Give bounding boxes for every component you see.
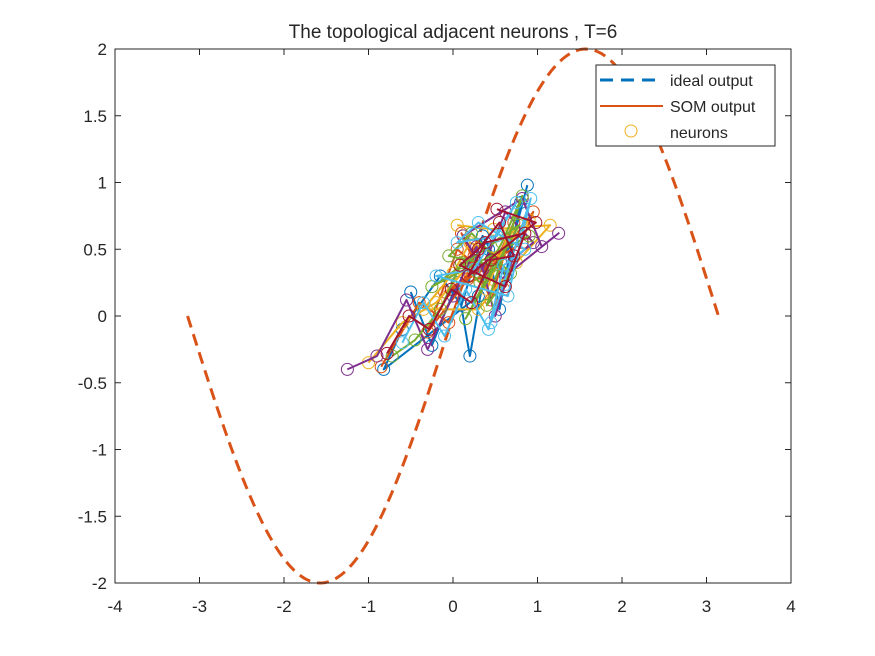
neuron-marker-5-0: [395, 336, 409, 350]
neuron-marker-5-15: [484, 316, 498, 330]
y-tick-label-8: 2: [98, 40, 107, 59]
neuron-marker-3-2: [400, 293, 414, 307]
y-tick-label-2: -1: [92, 441, 107, 460]
neuron-marker-3-0: [340, 362, 354, 376]
som-series-6: [380, 202, 543, 360]
neuron-marker-6-2: [422, 322, 436, 336]
neuron-marker-4-8: [503, 266, 517, 280]
som-series-layer: [340, 178, 566, 376]
neuron-marker-6-0: [380, 346, 394, 360]
x-tick-label-1: -3: [192, 597, 207, 616]
y-tick-label-0: -2: [92, 574, 107, 593]
neuron-marker-5-5: [497, 258, 511, 272]
neuron-marker-4-7: [480, 298, 494, 312]
neuron-marker-6-12: [478, 236, 492, 250]
x-tick-label-0: -4: [107, 597, 122, 616]
som-output-line-6: [386, 208, 537, 354]
neuron-marker-2-15: [450, 218, 464, 232]
som-output-line-5: [401, 197, 532, 344]
neuron-marker-2-13: [543, 218, 557, 232]
neuron-marker-6-3: [444, 282, 458, 296]
chart-title: The topological adjacent neurons , T=6: [289, 22, 618, 43]
neuron-marker-6-7: [492, 216, 506, 230]
ticks-layer: -4 -3 -2 -1 0 1 2 3 4 -2 -1.5 -1 -0.5 0 0.5 1 1.5 2: [78, 40, 796, 616]
neuron-marker-5-12: [429, 269, 443, 283]
neuron-marker-4-3: [454, 256, 468, 270]
x-tick-label-2: -2: [276, 597, 291, 616]
neuron-marker-2-11: [471, 302, 485, 316]
neuron-marker-5-10: [509, 196, 523, 210]
neuron-marker-5-4: [481, 322, 495, 336]
x-tick-label-4: 0: [448, 597, 457, 616]
neuron-marker-5-2: [438, 329, 452, 343]
neuron-marker-4-10: [442, 249, 456, 263]
neuron-marker-6-6: [507, 249, 521, 263]
neuron-marker-3-8: [526, 236, 540, 250]
neuron-marker-3-14: [552, 226, 566, 240]
neuron-marker-2-2: [429, 296, 443, 310]
som-series-5: [395, 192, 538, 350]
neuron-marker-6-1: [402, 309, 416, 323]
neuron-marker-6-14: [529, 216, 543, 230]
neuron-marker-5-14: [524, 192, 538, 206]
legend-som-label: SOM output: [670, 99, 756, 116]
neuron-marker-0-3: [463, 349, 477, 363]
neuron-marker-5-9: [490, 229, 504, 243]
y-tick-label-7: 1.5: [83, 107, 107, 126]
neuron-marker-6-5: [484, 253, 498, 267]
neuron-marker-0-15: [520, 178, 534, 192]
x-tick-label-8: 4: [786, 597, 795, 616]
neuron-marker-0-0: [404, 285, 418, 299]
x-tick-label-7: 3: [702, 597, 711, 616]
neuron-marker-5-3: [459, 282, 473, 296]
neuron-marker-3-3: [421, 342, 435, 356]
neuron-marker-3-1: [370, 349, 384, 363]
x-tick-label-3: -1: [361, 597, 376, 616]
neuron-marker-4-2: [433, 302, 447, 316]
neuron-marker-5-13: [501, 289, 515, 303]
x-tick-label-5: 1: [533, 597, 542, 616]
neuron-marker-6-4: [465, 296, 479, 310]
neuron-marker-5-7: [471, 216, 485, 230]
neuron-marker-6-8: [471, 242, 485, 256]
neuron-marker-4-12: [459, 312, 473, 326]
neuron-marker-3-13: [535, 240, 549, 254]
neuron-marker-6-15: [490, 202, 504, 216]
x-tick-label-6: 2: [617, 597, 626, 616]
y-tick-label-6: 1: [98, 174, 107, 193]
legend-neurons-swatch: [624, 124, 638, 138]
legend-ideal-label: ideal output: [670, 73, 753, 90]
neuron-marker-6-13: [461, 269, 475, 283]
neuron-marker-4-1: [408, 333, 422, 347]
y-tick-label-5: 0.5: [83, 240, 107, 259]
y-tick-label-3: -0.5: [78, 374, 107, 393]
y-tick-label-4: 0: [98, 307, 107, 326]
legend: ideal output SOM output neurons: [595, 64, 776, 147]
neuron-marker-5-1: [416, 296, 430, 310]
y-tick-label-1: -1.5: [78, 507, 107, 526]
neuron-marker-6-11: [518, 226, 532, 240]
legend-neurons-label: neurons: [670, 125, 728, 142]
neuron-marker-6-10: [498, 280, 512, 294]
neuron-marker-5-8: [450, 236, 464, 250]
neuron-marker-6-9: [453, 258, 467, 272]
